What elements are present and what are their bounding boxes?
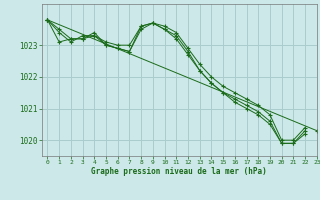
X-axis label: Graphe pression niveau de la mer (hPa): Graphe pression niveau de la mer (hPa) (91, 167, 267, 176)
